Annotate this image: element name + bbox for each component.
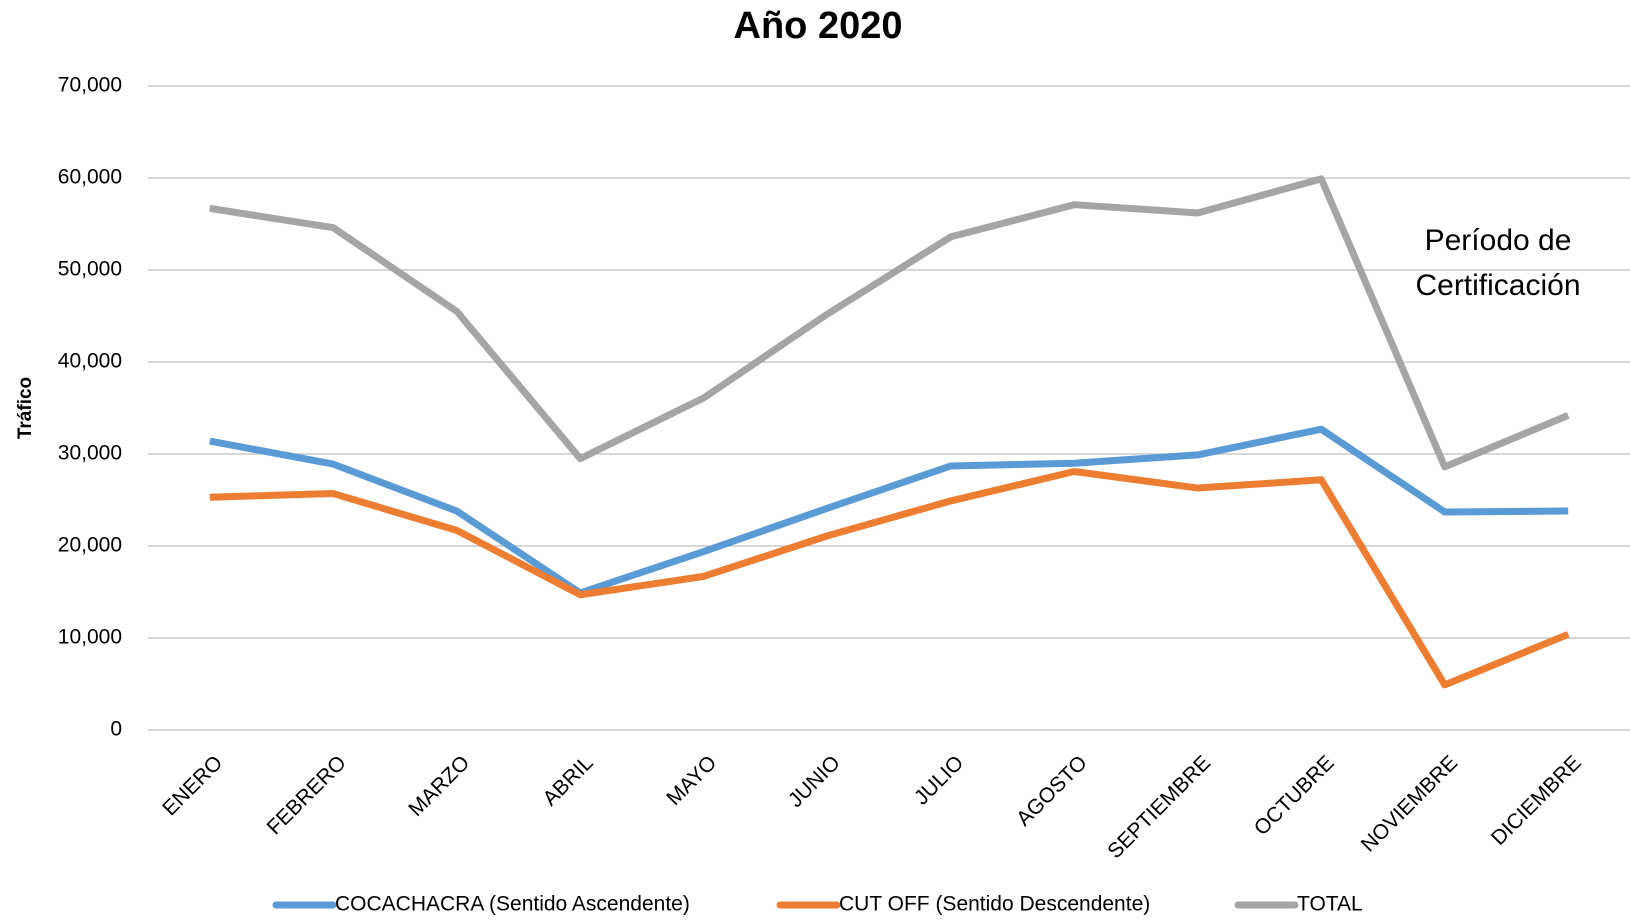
series-line [209,467,1570,689]
legend-label: COCACHACRA (Sentido Ascendente) [335,893,690,916]
y-tick-label: 60,000 [58,166,122,189]
series-line [209,175,1570,471]
annotation: Certificación [1415,269,1580,302]
x-tick-label: AGOSTO [1012,751,1092,831]
annotation: Período de [1425,224,1572,257]
y-tick-label: 70,000 [58,74,122,97]
y-tick-label: 50,000 [58,258,122,281]
x-tick-label: JUNIO [784,751,845,812]
chart-title: Año 2020 [734,5,903,47]
y-tick-label: 30,000 [58,442,122,465]
x-tick-label: NOVIEMBRE [1357,751,1462,856]
x-tick-label: SEPTIEMBRE [1103,751,1215,863]
y-tick-label: 40,000 [58,350,122,373]
legend-label: CUT OFF (Sentido Descendente) [839,893,1150,916]
y-axis-label: Tráfico [15,377,36,439]
series-line [209,425,1569,597]
x-tick-label: MAYO [662,751,721,810]
x-tick-label: OCTUBRE [1250,751,1339,840]
x-tick-label: ENERO [158,751,227,820]
x-tick-label: MARZO [404,751,474,821]
x-tick-label: ABRIL [539,751,598,810]
x-tick-label: FEBRERO [263,751,351,839]
x-tick-label: JULIO [910,751,968,809]
y-tick-label: 20,000 [58,534,122,557]
y-tick-label: 0 [110,718,122,741]
y-tick-label: 10,000 [58,626,122,649]
legend-label: TOTAL [1297,893,1363,916]
x-tick-label: DICIEMBRE [1487,751,1586,850]
